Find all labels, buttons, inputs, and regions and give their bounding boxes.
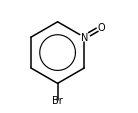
Text: Br: Br — [52, 96, 63, 106]
Text: N: N — [81, 33, 88, 43]
Text: O: O — [98, 23, 105, 33]
